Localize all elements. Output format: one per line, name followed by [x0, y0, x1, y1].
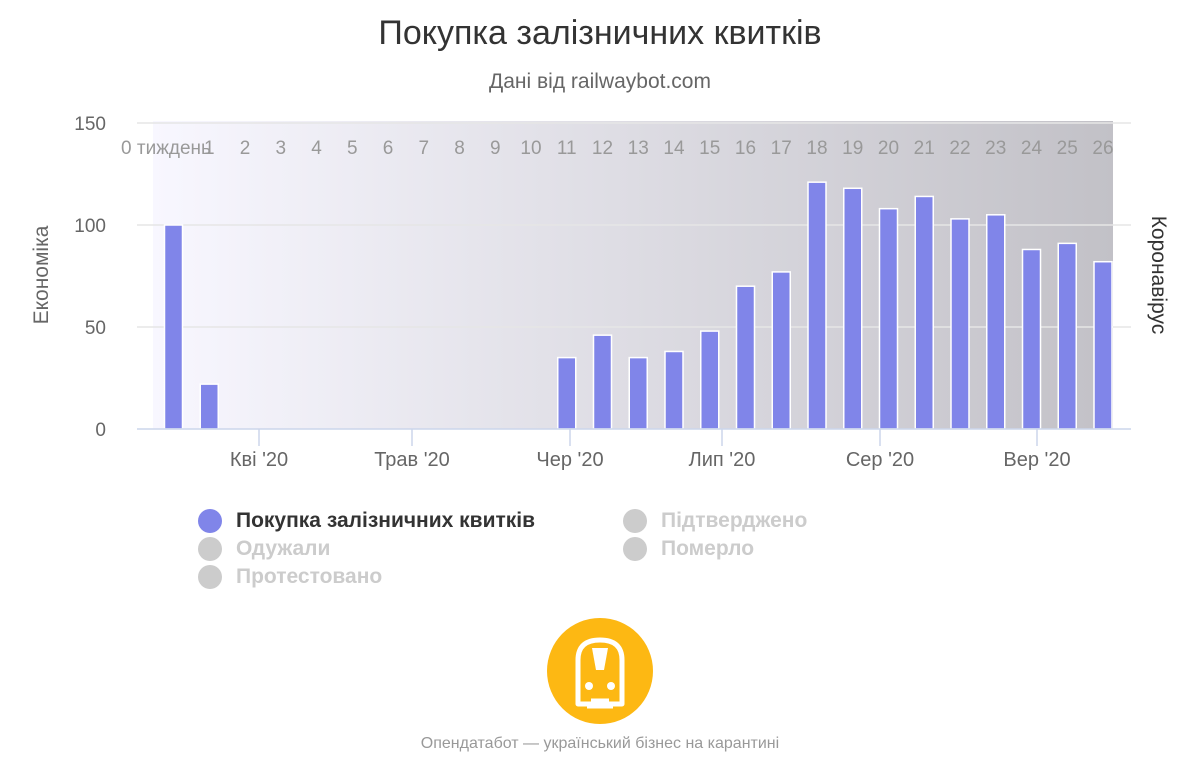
week-label: 16	[735, 138, 756, 159]
legend-item-recovered[interactable]: Одужали	[198, 536, 330, 562]
week-label: 26	[1092, 138, 1113, 159]
y-axis-ticks: 0 50 100 150	[74, 114, 106, 441]
week-label: 14	[663, 138, 685, 159]
y-axis-label-left: Економіка	[30, 225, 53, 324]
bar[interactable]	[1057, 242, 1077, 430]
bar[interactable]	[700, 330, 720, 430]
legend-marker	[623, 509, 647, 533]
bar[interactable]	[1093, 260, 1113, 430]
week-label: 6	[383, 138, 394, 159]
week-label: 24	[1021, 138, 1043, 159]
legend-marker	[198, 565, 222, 589]
y-axis-label-right: Коронавірус	[1147, 216, 1170, 335]
legend-item-tested[interactable]: Протестовано	[198, 564, 382, 590]
legend-label: Одужали	[236, 537, 331, 560]
week-label: 8	[454, 138, 465, 159]
week-label: 1	[204, 138, 215, 159]
week-label: 21	[914, 138, 935, 159]
week-label: 5	[347, 138, 358, 159]
bar[interactable]	[557, 356, 577, 430]
bar[interactable]	[807, 181, 827, 430]
bar[interactable]	[199, 383, 219, 430]
legend-item-railway-tickets[interactable]: Покупка залізничних квитків	[198, 508, 535, 534]
week-label: 11	[557, 138, 577, 159]
legend-marker	[623, 537, 647, 561]
week-label: 7	[418, 138, 429, 159]
legend-marker	[198, 537, 222, 561]
legend-label: Померло	[661, 537, 755, 560]
y-tick-label: 150	[74, 114, 106, 135]
chart-subtitle: Дані від railwaybot.com	[489, 70, 711, 93]
week-label: 3	[275, 138, 286, 159]
week-label: 12	[592, 138, 613, 159]
bar[interactable]	[986, 214, 1006, 430]
legend-label: Підтверджено	[661, 509, 808, 532]
footer-caption: Опендатабот — український бізнес на кара…	[420, 735, 780, 752]
week-label: 17	[771, 138, 792, 159]
week-label: 10	[520, 138, 541, 159]
y-tick-label: 100	[74, 216, 106, 237]
bar[interactable]	[735, 285, 756, 430]
bars-series[interactable]	[163, 181, 1113, 430]
week-label: 4	[311, 138, 322, 159]
bar[interactable]	[163, 224, 184, 430]
bar[interactable]	[771, 271, 791, 430]
week-label: 18	[806, 138, 827, 159]
legend: Покупка залізничних квитків Підтверджено…	[198, 506, 878, 598]
train-logo-icon	[547, 618, 653, 724]
x-tick-label: Сер '20	[846, 449, 914, 471]
bar[interactable]	[592, 334, 613, 430]
x-tick-label: Трав '20	[374, 449, 450, 471]
bar[interactable]	[878, 207, 899, 430]
y-tick-label: 0	[95, 420, 106, 441]
week-label: 20	[878, 138, 899, 159]
x-tick-label: Кві '20	[230, 449, 288, 471]
week-label: 25	[1057, 138, 1078, 159]
legend-item-confirmed[interactable]: Підтверджено	[623, 508, 807, 534]
legend-label: Протестовано	[236, 565, 383, 588]
bar[interactable]	[843, 187, 863, 430]
week-label: 19	[842, 138, 863, 159]
week-label: 23	[985, 138, 1006, 159]
legend-label: Покупка залізничних квитків	[236, 509, 536, 532]
x-tick-label: Чер '20	[536, 449, 603, 471]
legend-item-deaths[interactable]: Померло	[623, 536, 754, 562]
chart-title: Покупка залізничних квитків	[378, 14, 822, 52]
week-label: 9	[490, 138, 501, 159]
x-tick-label: Вер '20	[1003, 449, 1070, 471]
bar[interactable]	[914, 195, 934, 430]
x-tick-label: Лип '20	[689, 449, 756, 471]
week-label: 13	[628, 138, 649, 159]
bar[interactable]	[950, 218, 970, 430]
bar[interactable]	[1021, 248, 1042, 430]
month-axis: Кві '20 Трав '20 Чер '20 Лип '20 Сер '20 Вер …	[230, 429, 1071, 471]
week-label: 22	[949, 138, 970, 159]
week-label: 2	[240, 138, 251, 159]
bar[interactable]	[628, 356, 648, 430]
week-label: 0 тиждень	[121, 138, 211, 159]
legend-marker	[198, 509, 222, 533]
y-tick-label: 50	[85, 318, 106, 339]
bar[interactable]	[664, 350, 684, 430]
week-label: 15	[699, 138, 720, 159]
